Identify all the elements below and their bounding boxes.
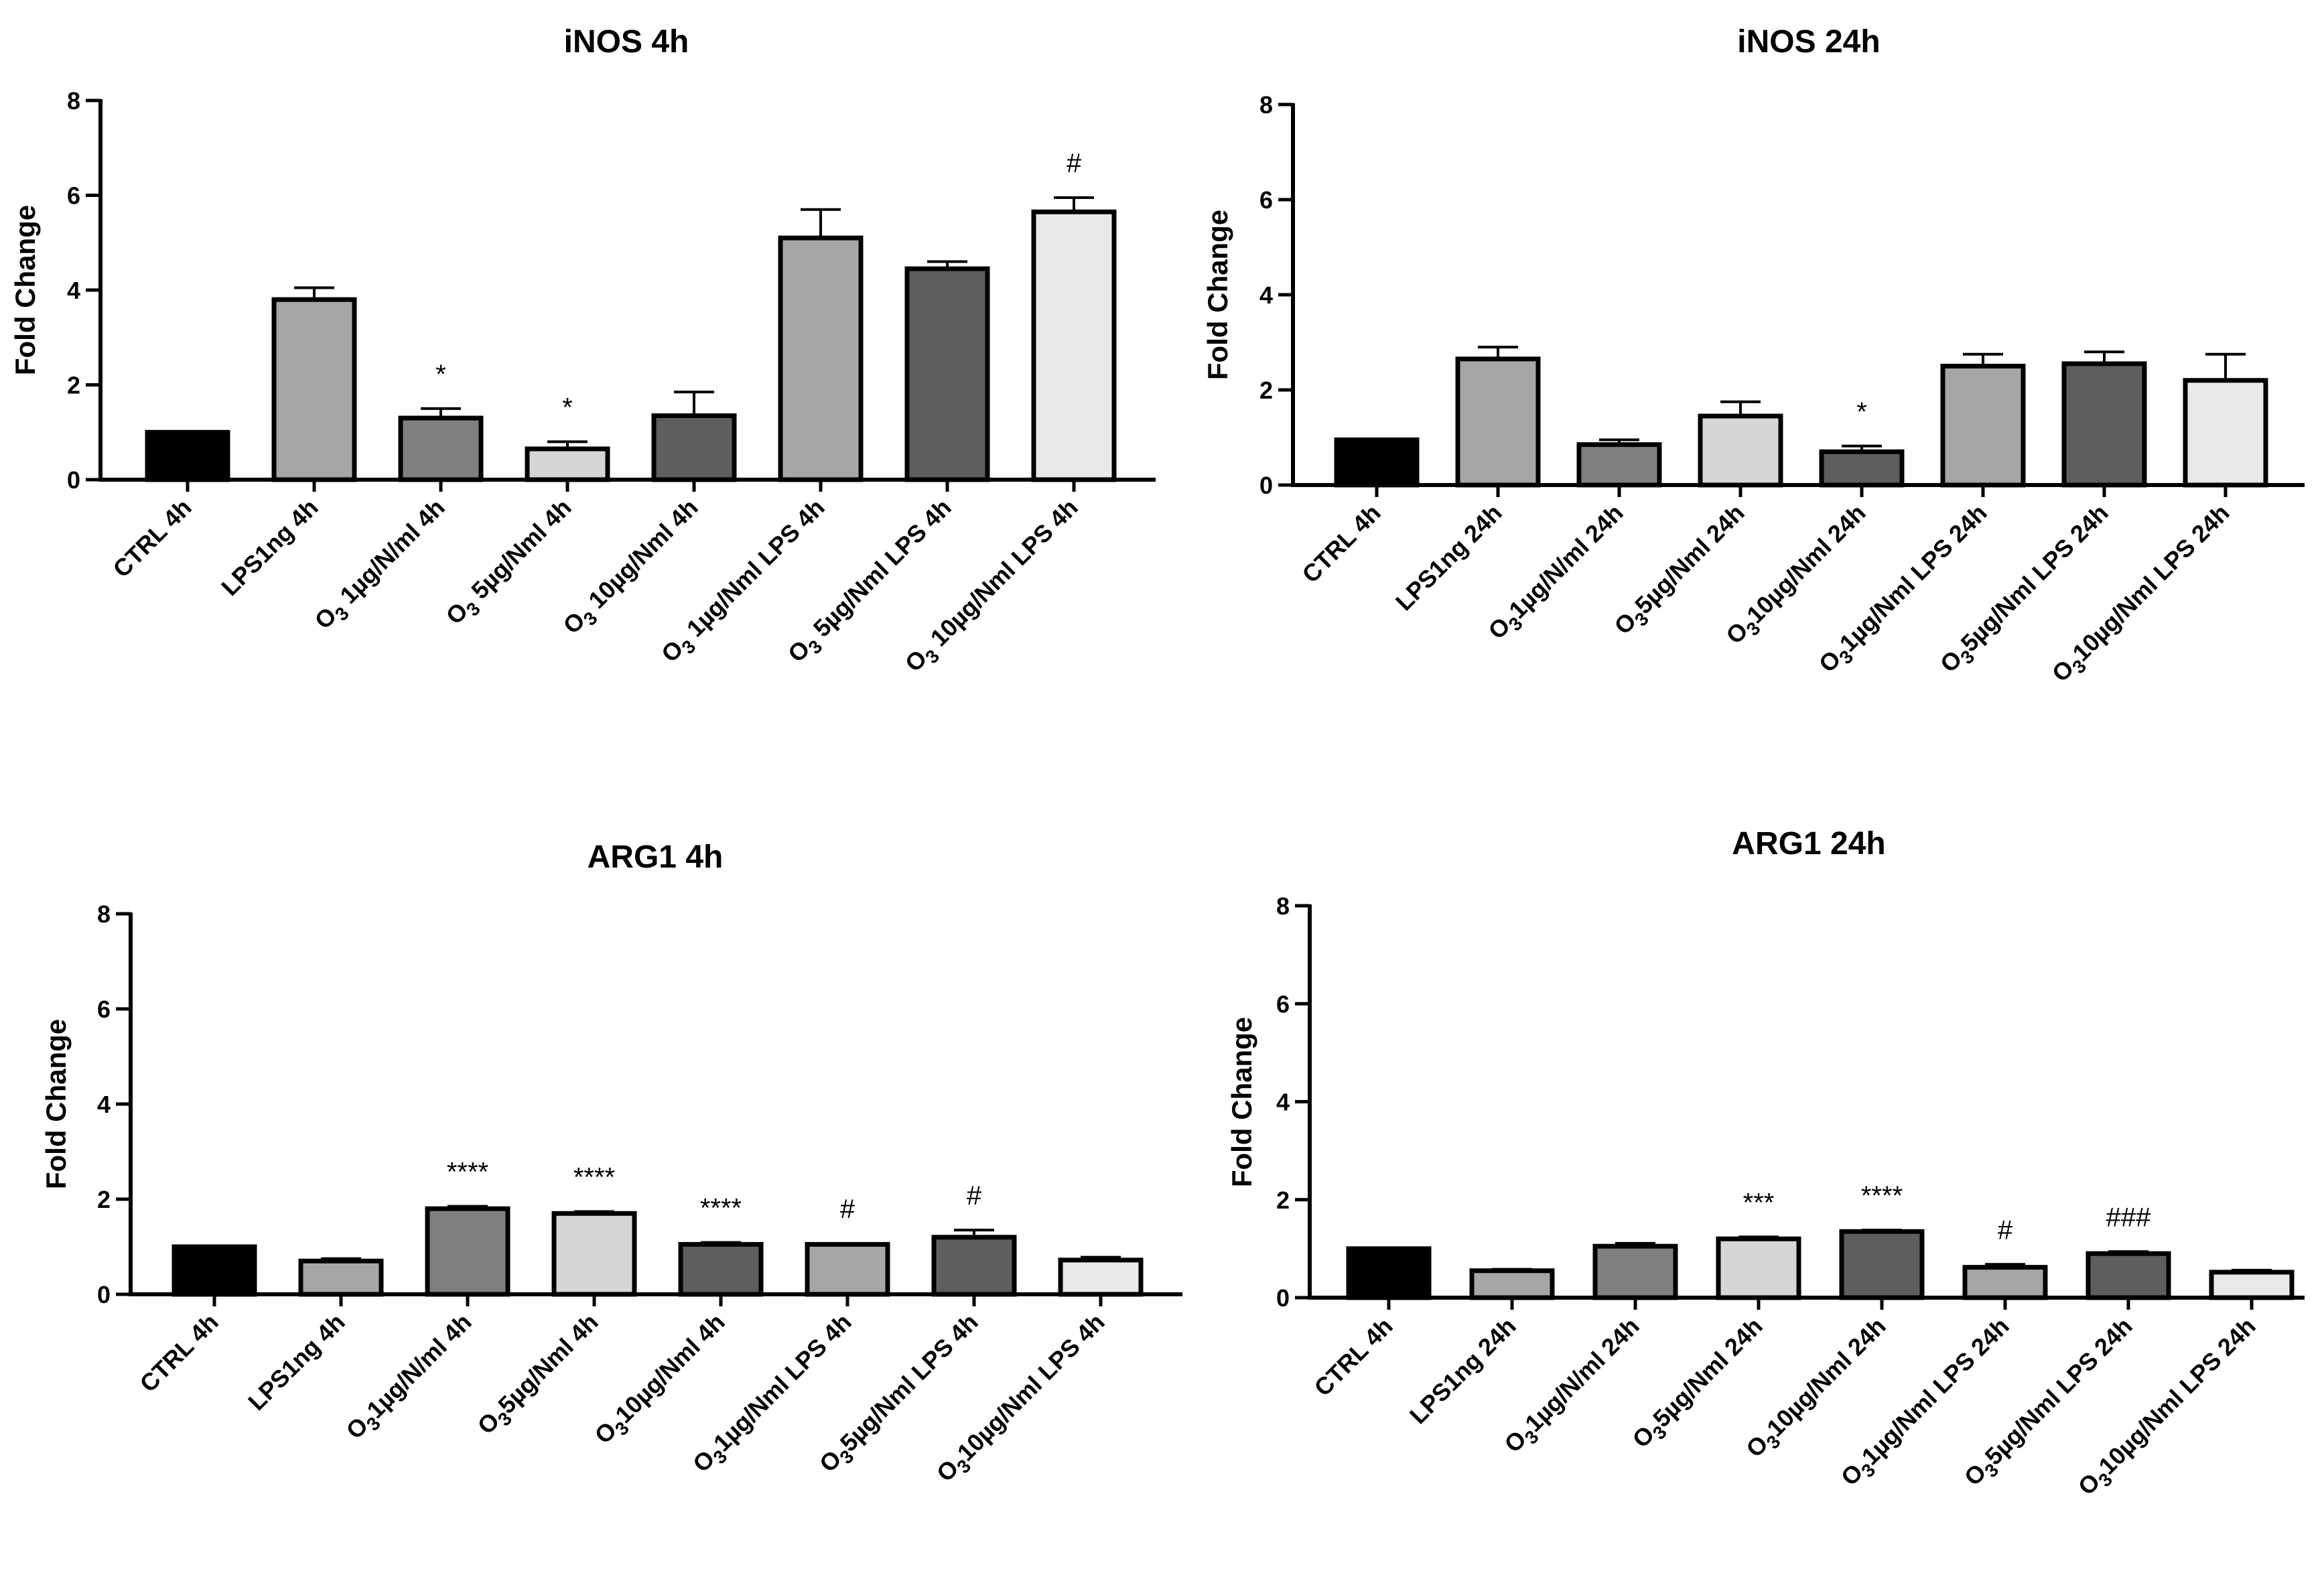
bar <box>805 1241 890 1297</box>
x-tick-label: CTRL 4h <box>107 494 196 583</box>
bar <box>2086 1251 2171 1300</box>
bar <box>425 1206 510 1297</box>
significance-label: # <box>967 1181 982 1211</box>
bar <box>1716 1236 1801 1300</box>
bar <box>1839 1229 1925 1300</box>
significance-label: * <box>1856 397 1867 427</box>
y-tick-label: 6 <box>1259 186 1273 214</box>
bar <box>1346 1246 1432 1300</box>
bar <box>2209 1270 2295 1300</box>
y-tick-label: 0 <box>97 1281 111 1308</box>
bar <box>398 415 484 482</box>
significance-label: # <box>840 1194 856 1224</box>
significance-label: # <box>1998 1215 2013 1245</box>
panel-inos-24h: iNOS 24h Fold Change 0 2 4 6 8 CTRL 4h LPS1ng 24… <box>1202 24 2305 687</box>
bar <box>1455 356 1541 488</box>
y-tick-label: 4 <box>1276 1089 1290 1116</box>
bar <box>2183 378 2268 488</box>
y-tick-label: 2 <box>1276 1186 1290 1214</box>
y-axis-label: Fold Change <box>9 205 41 375</box>
bar <box>145 429 230 482</box>
significance-label: **** <box>573 1162 615 1192</box>
significance-label: * <box>562 393 573 422</box>
significance-label: **** <box>447 1158 488 1187</box>
bar <box>1592 1243 1678 1300</box>
significance-label: # <box>1067 149 1082 178</box>
bar <box>2061 361 2147 488</box>
significance-label: **** <box>1861 1181 1903 1211</box>
x-tick-label: O35µg/Nml 4h <box>472 1308 608 1444</box>
chart-title: iNOS 24h <box>1737 24 1880 60</box>
bar <box>525 446 610 482</box>
bar <box>298 1258 384 1297</box>
y-tick-label: 4 <box>67 277 80 304</box>
y-tick-label: 0 <box>1276 1284 1290 1312</box>
panel-arg1-24h: ARG1 24h Fold Change 0 2 4 6 8 CTRL 4h LPS1ng 24… <box>1226 826 2305 1501</box>
x-tick-label: O3 5µg/Nml 4h <box>440 494 580 634</box>
panel-inos-4h: iNOS 4h Fold Change 0 2 4 6 8 CTRL 4h LPS1ng 4h *… <box>9 24 1156 677</box>
bar <box>1031 209 1117 482</box>
x-tick-label: O3 1µg/N/ml 4h <box>309 494 454 638</box>
y-tick-label: 6 <box>67 182 80 210</box>
x-tick-label: CTRL 4h <box>134 1308 223 1397</box>
bar <box>1469 1268 1555 1300</box>
y-tick-label: 8 <box>97 900 111 928</box>
bar <box>1940 364 2026 488</box>
bar <box>1576 442 1662 488</box>
x-tick-label: CTRL 4h <box>1296 499 1385 588</box>
bar <box>1962 1265 2048 1300</box>
chart-title: ARG1 4h <box>588 839 724 875</box>
y-axis-label: Fold Change <box>40 1019 72 1189</box>
significance-label: ### <box>2106 1203 2151 1232</box>
x-tick-label: O310µg/Nml 4h <box>589 1308 734 1453</box>
significance-label: * <box>435 360 446 389</box>
y-tick-label: 4 <box>1259 281 1273 309</box>
x-tick-label: O31µg/N/ml 4h <box>340 1308 480 1448</box>
y-tick-label: 0 <box>1259 472 1273 499</box>
bar <box>1334 437 1420 488</box>
bar <box>1698 413 1783 488</box>
x-tick-label: LPS1ng 24h <box>1390 499 1507 616</box>
bar <box>778 235 864 482</box>
chart-title: iNOS 4h <box>564 24 689 60</box>
significance-label: *** <box>1743 1188 1775 1217</box>
bar <box>271 297 357 482</box>
bar <box>904 266 990 482</box>
y-tick-label: 2 <box>67 372 80 399</box>
y-tick-label: 2 <box>1259 377 1273 404</box>
y-axis-label: Fold Change <box>1226 1017 1257 1187</box>
x-tick-label: LPS1ng 24h <box>1404 1312 1521 1430</box>
x-tick-label: LPS1ng 4h <box>216 494 324 602</box>
panel-arg1-4h: ARG1 4h Fold Change 0 2 4 6 8 CTRL 4h LPS1ng 4h *… <box>40 839 1182 1487</box>
y-tick-label: 2 <box>97 1186 111 1213</box>
y-tick-label: 8 <box>1276 892 1290 920</box>
y-tick-label: 0 <box>67 466 80 494</box>
x-tick-label: O31µg/N/ml 24h <box>1483 499 1632 648</box>
y-tick-label: 8 <box>67 87 80 115</box>
y-tick-label: 6 <box>97 996 111 1023</box>
x-tick-label: LPS1ng 4h <box>243 1308 350 1416</box>
bar <box>931 1235 1017 1297</box>
bar <box>551 1211 637 1297</box>
bar <box>1819 449 1905 488</box>
x-tick-label: O31µg/N/ml 24h <box>1499 1312 1648 1462</box>
chart-title: ARG1 24h <box>1732 826 1885 862</box>
x-tick-label: CTRL 4h <box>1308 1312 1397 1401</box>
y-tick-label: 4 <box>97 1091 111 1118</box>
bar <box>1058 1257 1144 1297</box>
bar <box>172 1244 257 1297</box>
bar <box>651 413 737 482</box>
significance-label: **** <box>700 1194 742 1223</box>
y-axis-label: Fold Change <box>1202 210 1233 380</box>
y-tick-label: 6 <box>1276 990 1290 1018</box>
bar <box>678 1241 764 1297</box>
y-tick-label: 8 <box>1259 91 1273 119</box>
